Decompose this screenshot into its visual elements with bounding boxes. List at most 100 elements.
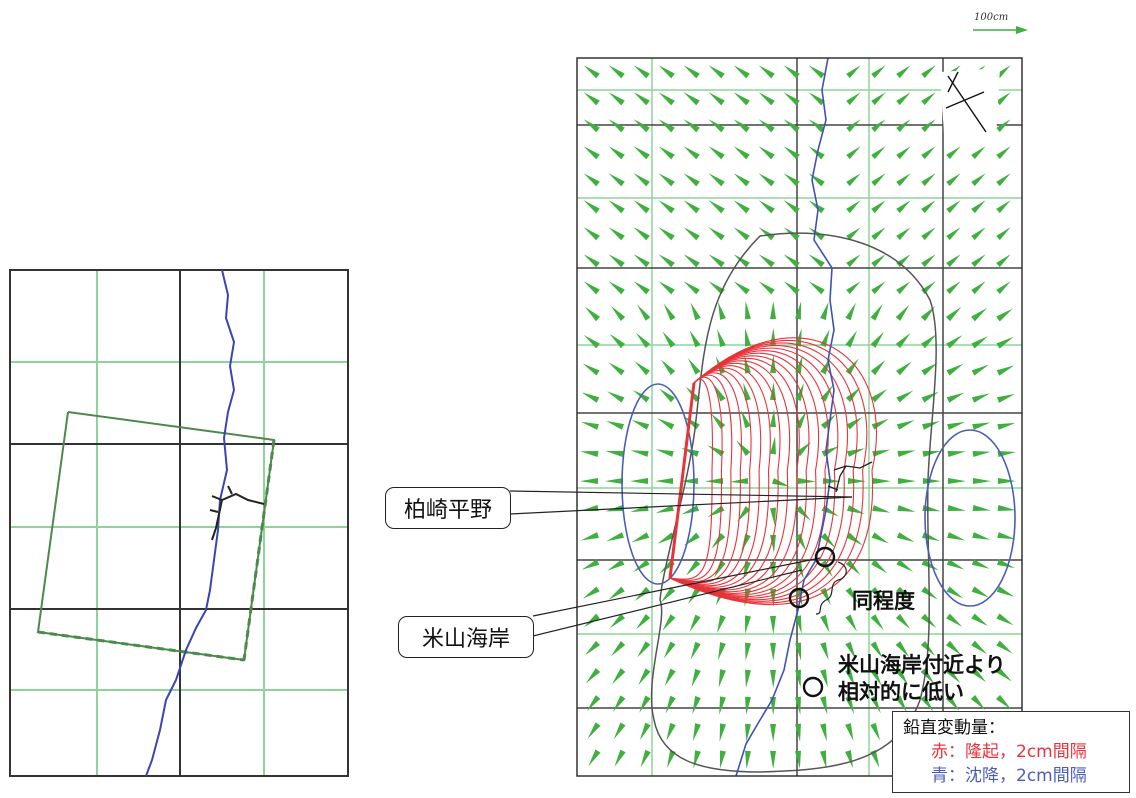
green-arrow-vector	[584, 640, 601, 656]
green-arrow-vector	[871, 65, 886, 79]
green-arrow-vector	[870, 722, 881, 741]
green-arrow-vector	[659, 388, 675, 403]
green-arrow-vector	[945, 640, 962, 656]
green-arrow-vector	[845, 330, 858, 348]
green-arrow-vector	[580, 478, 599, 484]
green-arrow-vector	[920, 695, 934, 712]
green-arrow-vector	[745, 615, 751, 634]
green-arrow-vector	[795, 355, 803, 374]
green-arrow-vector	[897, 478, 916, 484]
green-arrow-vector	[758, 227, 775, 241]
green-arrow-vector	[630, 478, 649, 484]
green-arrow-vector	[691, 668, 701, 687]
green-arrow-vector	[946, 200, 961, 214]
left-major-grid	[9, 269, 349, 777]
green-arrow-vector	[606, 420, 625, 430]
green-arrow-vector	[745, 301, 751, 320]
green-arrow-vector	[996, 281, 1011, 295]
green-arrow-vector	[921, 173, 936, 187]
green-arrow-vector	[971, 586, 989, 598]
green-arrow-vector	[895, 613, 911, 630]
green-arrow-vector	[607, 559, 625, 571]
green-arrow-vector	[708, 119, 725, 133]
green-arrow-vector	[971, 281, 986, 295]
green-arrow-vector	[745, 669, 751, 688]
green-arrow-vector	[705, 478, 724, 484]
green-arrow-vector	[770, 355, 776, 374]
green-arrow-vector	[996, 640, 1013, 654]
right-river	[827, 461, 873, 493]
green-arrow-vector	[634, 361, 650, 376]
green-arrow-vector	[820, 696, 828, 715]
green-arrow-vector	[846, 119, 861, 133]
green-arrow-vector	[733, 227, 750, 241]
green-arrow-vector	[896, 586, 912, 601]
green-arrow-vector	[820, 750, 827, 769]
circle-marker-icon	[788, 587, 810, 609]
green-arrow-vector	[996, 173, 1011, 187]
green-arrow-vector	[845, 750, 853, 769]
green-arrow-vector	[846, 532, 863, 546]
green-arrow-vector	[946, 392, 965, 403]
green-arrow-vector	[820, 414, 836, 430]
green-arrow-vector	[585, 667, 601, 684]
green-arrow-vector	[658, 146, 675, 160]
green-arrow-vector	[770, 561, 776, 580]
green-arrow-vector	[770, 507, 776, 526]
green-arrow-vector	[896, 361, 912, 376]
green-arrow-vector	[683, 200, 700, 214]
green-arrow-vector	[845, 587, 859, 604]
green-arrow-vector	[770, 534, 776, 553]
circle-marker-icon	[814, 546, 836, 568]
green-arrow-vector	[683, 92, 700, 106]
green-arrow-vector	[580, 451, 599, 457]
green-arrow-vector	[997, 394, 1015, 403]
green-arrow-vector	[971, 364, 989, 376]
green-arrow-vector	[683, 254, 700, 268]
green-arrow-vector	[584, 306, 601, 322]
green-arrow-vector	[872, 478, 891, 484]
green-arrow-vector	[971, 173, 986, 187]
green-arrow-vector	[633, 119, 650, 133]
green-arrow-vector	[719, 696, 726, 715]
green-arrow-vector	[846, 65, 861, 79]
green-arrow-vector	[971, 393, 990, 403]
green-arrow-vector	[947, 532, 966, 541]
uplift-contour-line	[669, 374, 733, 583]
green-arrow-vector	[922, 450, 941, 457]
green-arrow-vector	[583, 281, 600, 295]
right-map-frame	[576, 57, 1023, 777]
green-arrow-vector	[997, 478, 1016, 484]
green-arrow-vector	[637, 304, 651, 321]
green-arrow-vector	[736, 440, 751, 456]
green-arrow-vector	[608, 65, 625, 79]
green-arrow-vector	[580, 532, 599, 541]
green-arrow-vector	[970, 694, 986, 711]
green-arrow-vector	[718, 642, 726, 661]
green-arrow-vector	[995, 694, 1012, 710]
green-arrow-vector	[783, 65, 800, 79]
green-arrow-vector	[583, 227, 600, 241]
green-arrow-vector	[996, 586, 1015, 597]
green-arrow-vector	[688, 587, 701, 605]
green-arrow-vector	[666, 722, 676, 741]
green-arrow-vector	[845, 559, 861, 576]
uplift-contour-line	[669, 365, 771, 588]
green-arrow-vector	[637, 641, 651, 658]
green-arrow-vector	[945, 667, 961, 684]
green-arrow-vector	[719, 750, 726, 769]
lower-note-line2: 相対的に低い	[838, 680, 964, 704]
uplift-contour-line	[669, 378, 713, 580]
green-arrow-vector	[683, 65, 700, 79]
green-arrow-vector	[608, 173, 625, 187]
green-arrow-vector	[758, 65, 775, 79]
green-arrow-vector	[996, 613, 1014, 626]
green-arrow-vector	[655, 505, 674, 513]
subsidence-contour-east	[924, 429, 1016, 607]
green-arrow-vector	[708, 254, 725, 268]
green-arrow-vector	[972, 505, 991, 511]
green-arrow-vector	[661, 587, 676, 603]
green-arrow-vector	[612, 695, 626, 712]
legend-uplift-text: 隆起，2cm間隔	[965, 742, 1087, 762]
green-arrow-vector	[609, 333, 626, 349]
